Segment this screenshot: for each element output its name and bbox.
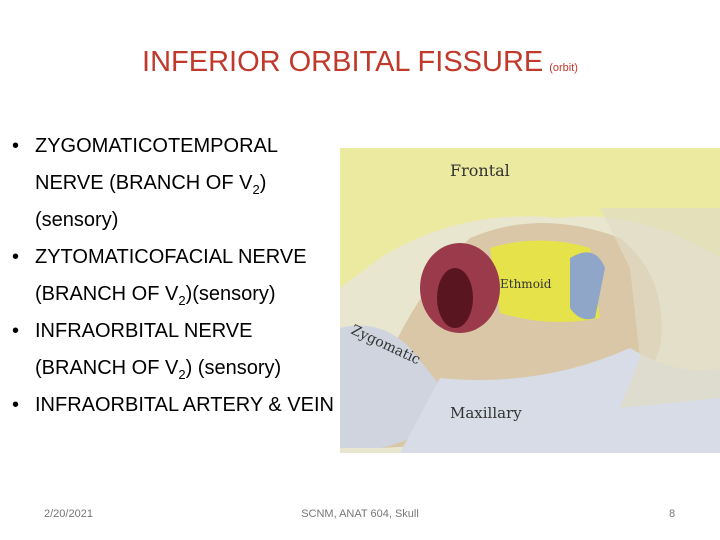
slide-title: INFERIOR ORBITAL FISSURE (orbit): [0, 46, 720, 79]
bullet-text: ) (sensory): [185, 357, 282, 379]
footer-center: SCNM, ANAT 604, Skull: [301, 508, 419, 520]
bullet-text: )(sensory): [185, 283, 276, 305]
bullet: INFRAORBITAL ARTERY & VEIN: [12, 387, 342, 424]
bullet-text: )(sensory): [35, 172, 267, 231]
image-label: Frontal: [450, 161, 510, 180]
footer-date: 2/20/2021: [44, 508, 93, 520]
bullet: INFRAORBITAL NERVE (BRANCH OF V2) (senso…: [12, 313, 342, 387]
page-number: 8: [669, 508, 676, 520]
image-label: Maxillary: [450, 404, 522, 422]
bullet: ZYTOMATICOFACIAL NERVE (BRANCH OF V2)(se…: [12, 239, 342, 313]
bullet-text: ZYGOMATICOTEMPORAL NERVE (BRANCH OF V: [35, 135, 278, 194]
image-label: Ethmoid: [500, 277, 552, 291]
subscript: 2: [178, 367, 186, 382]
subscript: 2: [252, 182, 260, 197]
orbit-illustration: Frontal Ethmoid Zygomatic Maxillary: [340, 148, 720, 453]
bullet-text: INFRAORBITAL NERVE (BRANCH OF V: [35, 320, 253, 379]
bullet-text: INFRAORBITAL ARTERY & VEIN: [35, 394, 334, 416]
bullet: ZYGOMATICOTEMPORAL NERVE (BRANCH OF V2)(…: [12, 128, 342, 239]
bullet-list: ZYGOMATICOTEMPORAL NERVE (BRANCH OF V2)(…: [12, 128, 342, 424]
subtitle: (orbit): [549, 62, 578, 74]
title-text: INFERIOR ORBITAL FISSURE: [142, 46, 544, 78]
subscript: 2: [178, 293, 186, 308]
bullet-text: ZYTOMATICOFACIAL NERVE (BRANCH OF V: [35, 246, 307, 305]
